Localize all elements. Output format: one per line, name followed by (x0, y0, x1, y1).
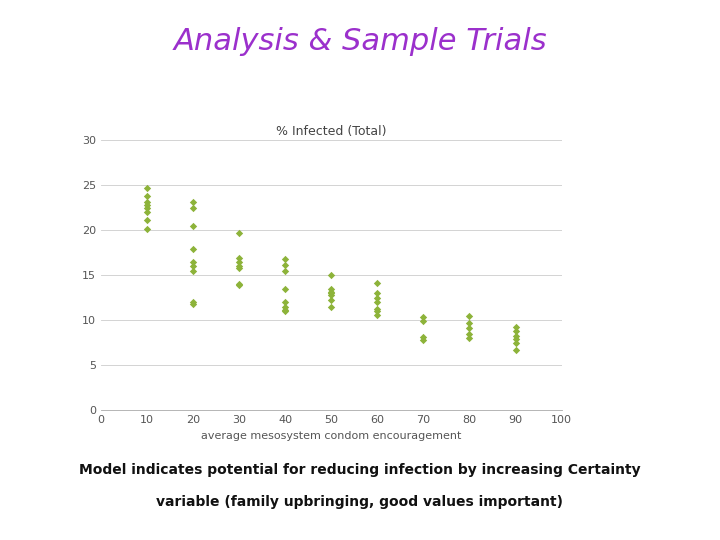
Point (418, 313, 429, 321)
Point (141, 208, 153, 217)
Point (464, 329, 475, 338)
Point (325, 302, 337, 311)
Point (464, 319, 475, 327)
Point (187, 245, 199, 254)
Point (141, 184, 153, 192)
Point (279, 305, 291, 314)
Point (464, 334, 475, 343)
Point (372, 310, 383, 319)
Point (141, 215, 153, 224)
Point (233, 279, 245, 288)
Point (233, 262, 245, 271)
Point (233, 258, 245, 266)
Point (418, 336, 429, 345)
Point (187, 258, 199, 266)
Point (510, 327, 521, 335)
Point (510, 335, 521, 343)
Text: Model indicates potential for reducing infection by increasing Certainty: Model indicates potential for reducing i… (79, 463, 641, 477)
Point (372, 305, 383, 313)
Point (187, 262, 199, 271)
Point (325, 271, 337, 280)
Point (510, 332, 521, 340)
Point (325, 295, 337, 304)
Point (372, 278, 383, 287)
Point (510, 339, 521, 347)
Point (372, 297, 383, 306)
Point (464, 323, 475, 332)
Point (279, 297, 291, 306)
Point (187, 300, 199, 308)
Text: variable (family upbringing, good values important): variable (family upbringing, good values… (156, 495, 564, 509)
Point (279, 260, 291, 269)
Point (141, 197, 153, 206)
Point (325, 291, 337, 300)
Point (233, 229, 245, 238)
Point (279, 307, 291, 316)
Text: Analysis & Sample Trials: Analysis & Sample Trials (174, 27, 546, 56)
Point (372, 294, 383, 302)
Point (510, 322, 521, 331)
Title: % Infected (Total): % Infected (Total) (276, 125, 387, 138)
Point (325, 287, 337, 296)
Point (141, 192, 153, 200)
Point (187, 221, 199, 230)
Point (325, 289, 337, 298)
Point (141, 201, 153, 210)
Point (510, 346, 521, 354)
Point (279, 255, 291, 264)
Point (418, 332, 429, 341)
Point (233, 264, 245, 273)
Point (233, 254, 245, 262)
Point (279, 267, 291, 275)
Point (464, 312, 475, 320)
Point (372, 307, 383, 316)
Point (141, 204, 153, 212)
Point (325, 285, 337, 293)
Point (187, 204, 199, 212)
Point (418, 317, 429, 326)
Point (141, 224, 153, 233)
Point (187, 267, 199, 275)
Point (187, 298, 199, 307)
X-axis label: average mesosystem condom encouragement: average mesosystem condom encouragement (201, 431, 462, 441)
Point (279, 285, 291, 293)
Point (279, 302, 291, 311)
Point (372, 289, 383, 298)
Point (187, 198, 199, 207)
Point (233, 281, 245, 289)
